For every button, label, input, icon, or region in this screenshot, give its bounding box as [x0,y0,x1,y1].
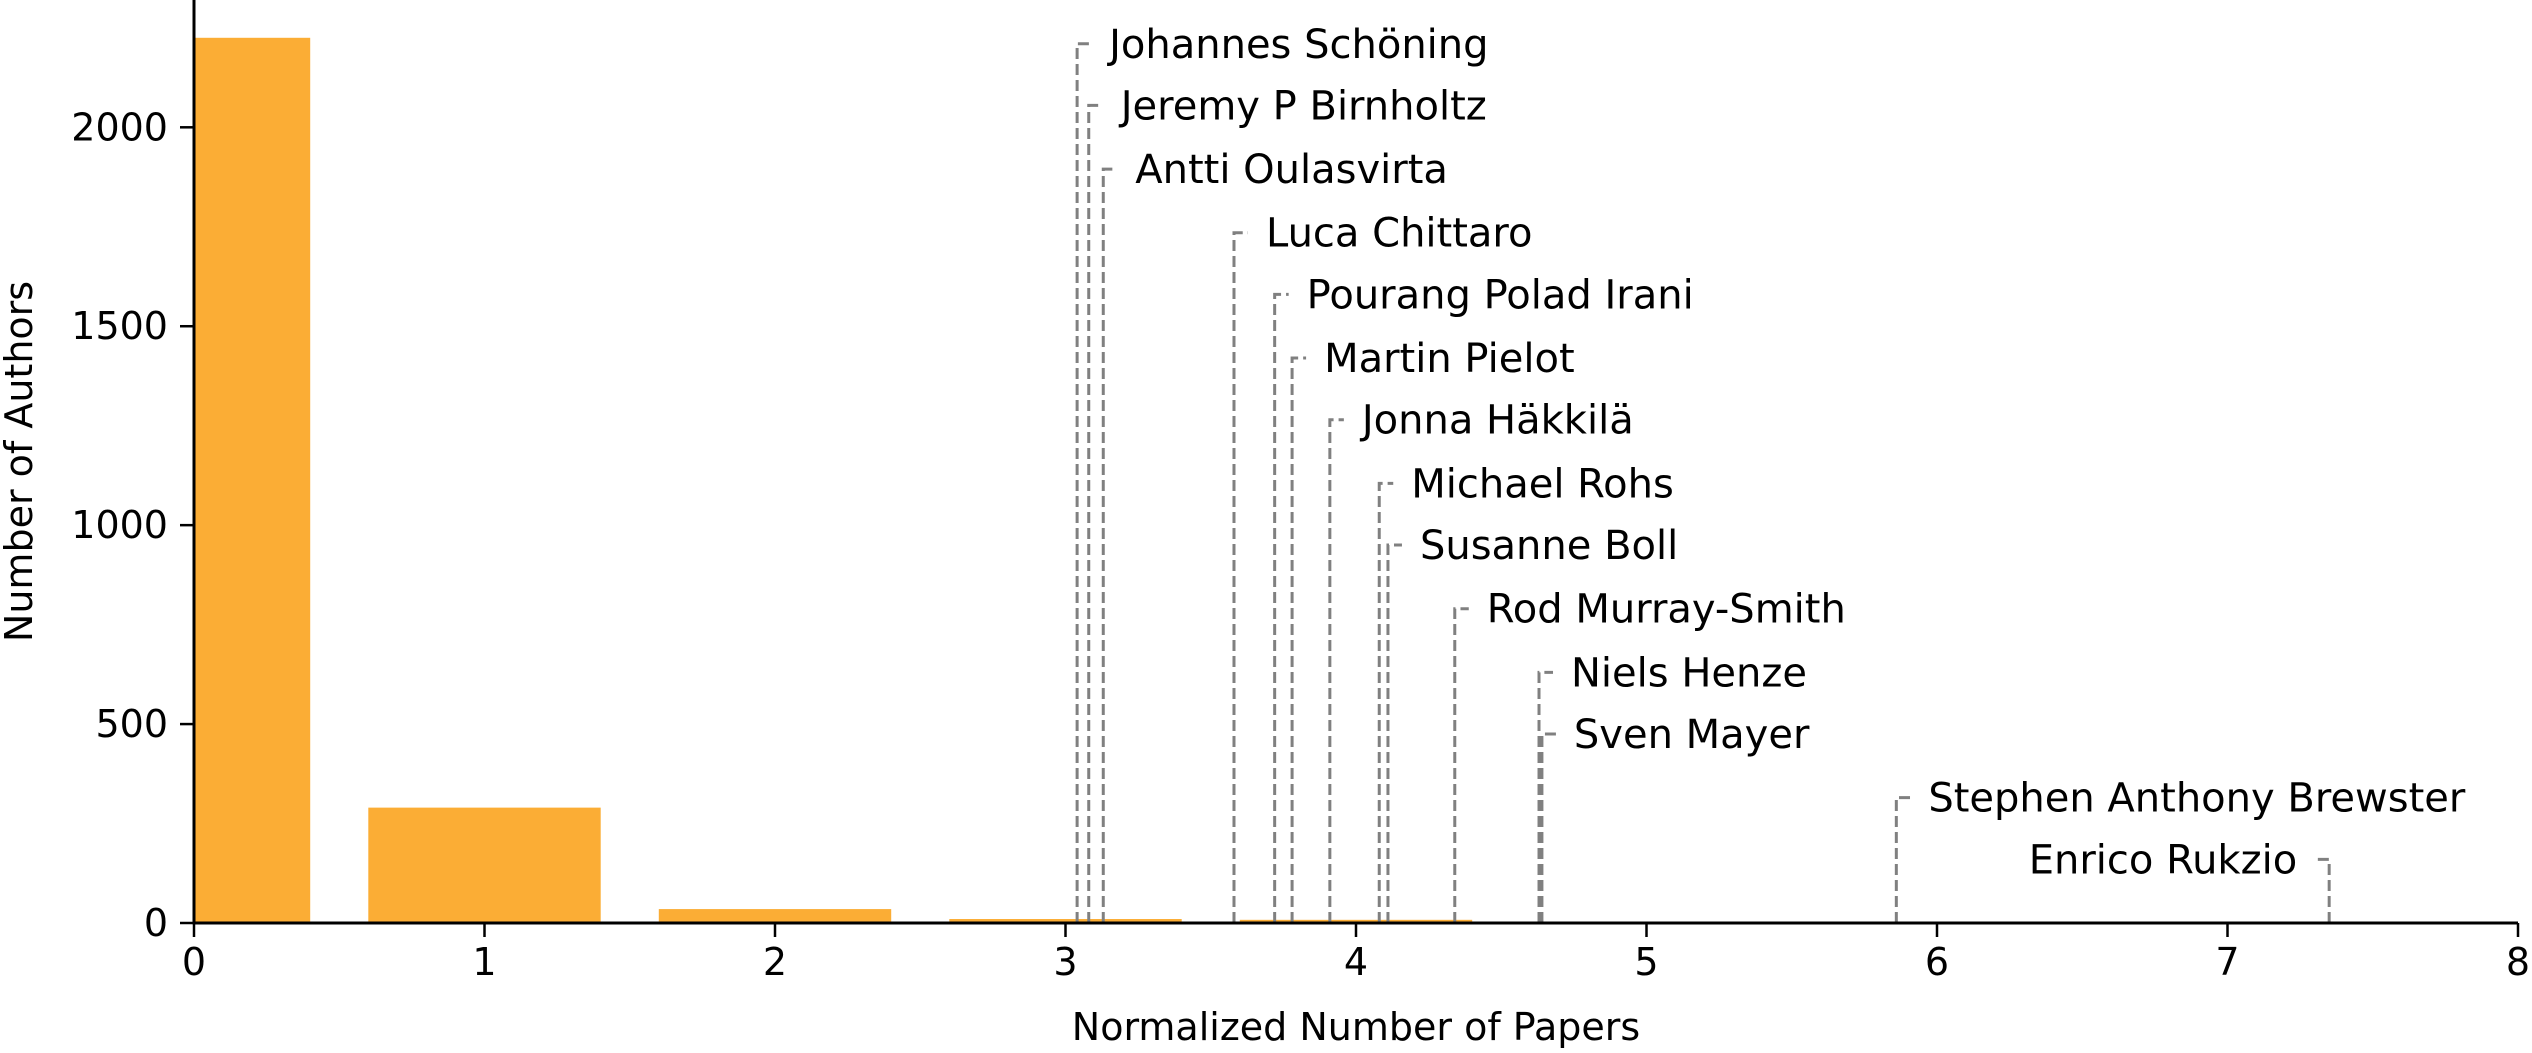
x-tick-label-5: 5 [1634,940,1658,984]
x-tick-label-3: 3 [1053,940,1077,984]
leader-line-rod-murray-smith [1453,607,1469,923]
annotation-luca-chittaro: Luca Chittaro [1266,211,1532,257]
bar-2 [658,909,892,923]
annotation-antti-oulasvirta: Antti Oulasvirta [1135,147,1448,193]
y-tick-label-1000: 1000 [71,503,168,547]
annotation-martin-pielot: Martin Pielot [1324,336,1575,382]
annotation-jonna-h-kkil-: Jonna Häkkilä [1359,398,1634,444]
annotation-michael-rohs: Michael Rohs [1411,461,1674,507]
leader-line-luca-chittaro [1232,231,1248,923]
leader-line-niels-henze [1537,670,1554,923]
x-tick-label-0: 0 [182,940,206,984]
leader-lines-layer [1075,42,2331,923]
annotation-johannes-sch-ning: Johannes Schöning [1106,22,1488,68]
leader-line-stephen-anthony-brewster [1894,796,1911,923]
y-tick-label-2000: 2000 [71,105,168,149]
leader-line-michael-rohs [1377,481,1394,923]
x-tick-label-7: 7 [2215,940,2239,984]
leader-line-susanne-boll [1386,543,1402,923]
bar-1 [368,807,601,923]
annotation-rod-murray-smith: Rod Murray-Smith [1487,587,1846,633]
bars-layer [194,37,1473,923]
bar-3 [949,919,1182,923]
leader-line-jeremy-p-birnholtz [1087,103,1103,923]
x-axis-title: Normalized Number of Papers [1072,1005,1640,1049]
x-tick-label-8: 8 [2506,940,2530,984]
leader-line-antti-oulasvirta [1101,167,1118,923]
x-tick-label-2: 2 [763,940,787,984]
x-tick-label-4: 4 [1344,940,1368,984]
leader-line-pourang-polad-irani [1273,292,1289,923]
y-tick-label-0: 0 [144,901,168,945]
y-tick-label-500: 500 [95,702,168,746]
annotation-pourang-polad-irani: Pourang Polad Irani [1307,272,1694,318]
annotation-jeremy-p-birnholtz: Jeremy P Birnholtz [1118,83,1487,129]
annotations-layer: Johannes Schöning Jeremy P Birnholtz Antti… [1106,22,2466,884]
y-axis-title: Number of Authors [0,281,41,642]
y-tick-label-1500: 1500 [71,304,168,348]
annotation-enrico-rukzio: Enrico Rukzio [2029,837,2297,883]
leader-line-enrico-rukzio [2315,857,2331,923]
annotation-sven-mayer: Sven Mayer [1574,712,1810,758]
leader-line-johannes-sch-ning [1075,42,1092,923]
x-tick-label-1: 1 [472,940,496,984]
annotation-niels-henze: Niels Henze [1571,650,1807,696]
bar-4 [1239,919,1473,923]
annotation-susanne-boll: Susanne Boll [1420,523,1678,569]
leader-line-sven-mayer [1540,732,1556,923]
ticks-layer: 0 1 2 3 4 5 6 7 8 0 500 1000 1500 2000 [71,105,2530,984]
leader-line-martin-pielot [1290,356,1307,923]
leader-line-jonna-h-kkil- [1328,418,1344,923]
annotation-stephen-anthony-brewster: Stephen Anthony Brewster [1928,776,2466,822]
bar-0 [194,37,311,923]
x-tick-label-6: 6 [1925,940,1949,984]
